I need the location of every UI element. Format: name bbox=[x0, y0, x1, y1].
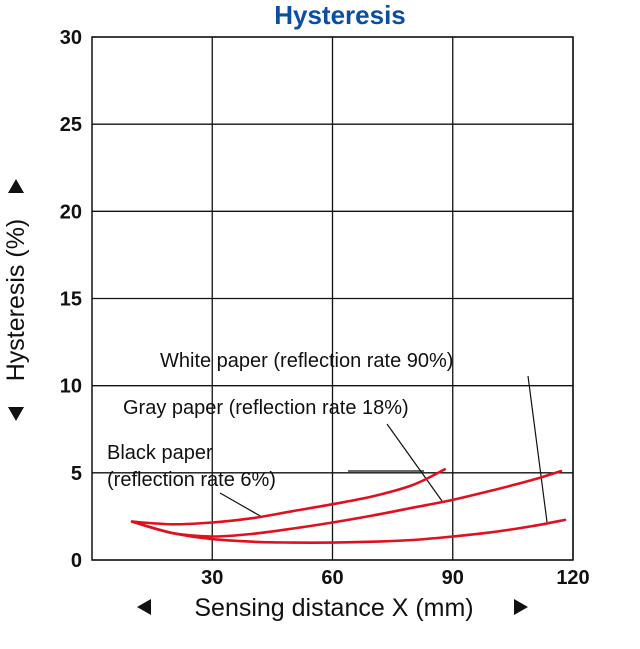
x-axis-right-arrow-icon bbox=[514, 599, 528, 615]
series-label-line: Black paper bbox=[107, 442, 213, 464]
y-tick-label: 10 bbox=[60, 376, 82, 398]
series-label-line: Gray paper (reflection rate 18%) bbox=[123, 397, 409, 419]
series-label-2: White paper (reflection rate 90%) bbox=[160, 350, 453, 372]
series-label-1: Gray paper (reflection rate 18%) bbox=[123, 397, 409, 419]
x-axis-left-arrow-icon bbox=[137, 599, 151, 615]
x-tick-label: 60 bbox=[321, 567, 343, 589]
annotation-leaders bbox=[219, 375, 548, 523]
leader-line bbox=[527, 375, 548, 523]
x-tick-label: 30 bbox=[201, 567, 223, 589]
y-axis-up-arrow-icon bbox=[8, 179, 24, 193]
series-line-0 bbox=[130, 468, 446, 526]
y-tick-label: 30 bbox=[60, 27, 82, 49]
series-line-1 bbox=[130, 469, 563, 538]
leader-line bbox=[386, 423, 443, 502]
series-label-0: Black paper (reflection rate 6%) bbox=[107, 442, 276, 491]
chart-title: Hysteresis bbox=[274, 0, 406, 30]
y-tick-label: 15 bbox=[60, 289, 82, 311]
y-tick-labels: 0 5 10 15 20 25 30 bbox=[60, 27, 82, 572]
y-tick-label: 5 bbox=[71, 463, 82, 485]
y-tick-label: 20 bbox=[60, 201, 82, 223]
y-axis-down-arrow-icon bbox=[8, 407, 24, 421]
series-label-line: (reflection rate 6%) bbox=[107, 469, 276, 491]
y-tick-label: 0 bbox=[71, 550, 82, 572]
plot-frame bbox=[91, 36, 574, 561]
grid bbox=[91, 36, 574, 561]
leader-line bbox=[219, 492, 263, 518]
x-tick-label: 90 bbox=[442, 567, 464, 589]
x-tick-label: 120 bbox=[556, 567, 589, 589]
y-tick-label: 25 bbox=[60, 114, 82, 136]
x-axis-label: Sensing distance X (mm) bbox=[194, 594, 473, 622]
x-tick-labels: 30 60 90 120 bbox=[201, 567, 590, 589]
series-labels: Black paper (reflection rate 6%) Gray pape… bbox=[107, 350, 453, 491]
y-axis-label: Hysteresis (%) bbox=[2, 219, 30, 382]
series-curves bbox=[130, 468, 567, 544]
series-label-line: White paper (reflection rate 90%) bbox=[160, 350, 453, 372]
series-line-2 bbox=[130, 518, 567, 544]
